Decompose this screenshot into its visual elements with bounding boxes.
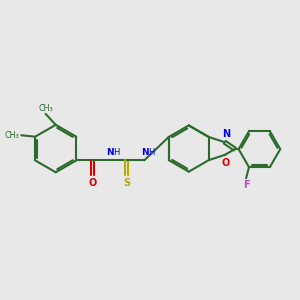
Text: N: N [141,148,148,157]
Text: O: O [88,178,96,188]
Text: S: S [123,178,130,188]
Text: H: H [148,148,155,157]
Text: CH₃: CH₃ [4,131,19,140]
Text: N: N [222,129,230,139]
Text: H: H [114,148,120,157]
Text: O: O [222,158,230,168]
Text: CH₃: CH₃ [38,104,53,113]
Text: N: N [106,148,114,157]
Text: F: F [243,180,249,190]
